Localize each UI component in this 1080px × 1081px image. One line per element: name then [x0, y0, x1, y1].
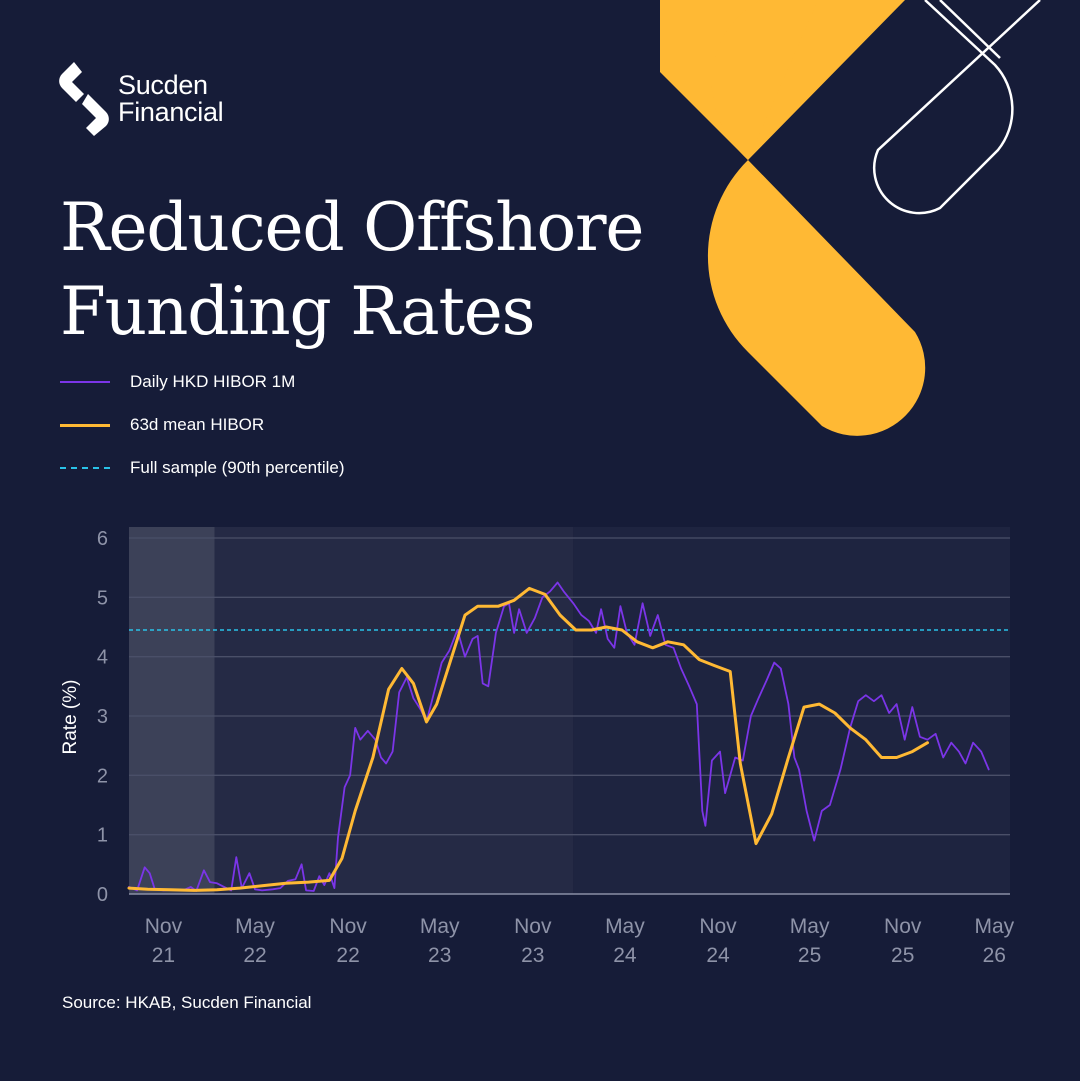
x-tick-label-year: 25 [891, 944, 914, 967]
legend-item-reference: Full sample (90th percentile) [60, 454, 344, 482]
legend-swatch-reference [60, 467, 110, 469]
y-tick-label: 1 [97, 825, 108, 847]
series-layer [127, 581, 990, 892]
y-tick-label: 5 [97, 587, 108, 609]
series-daily-hibor-line [128, 581, 990, 892]
x-tick-label-month: Nov [514, 915, 552, 938]
series-63d-mean-line [127, 586, 929, 892]
x-tick-label-month: May [420, 915, 460, 938]
brand-outline [872, 0, 1041, 215]
brand-name-line2: Financial [118, 97, 224, 127]
legend-item-daily: Daily HKD HIBOR 1M [60, 368, 344, 396]
shaded-period-0 [129, 527, 215, 894]
shaded-period-1 [214, 527, 574, 894]
x-tick-label-month: Nov [329, 915, 367, 938]
grid-lines [129, 537, 1010, 895]
brand-outline-top [939, 0, 1001, 59]
brand-shape-lower [707, 160, 926, 436]
y-tick-label: 0 [97, 884, 108, 906]
legend-swatch-mean [60, 423, 110, 427]
y-tick-labels: 0 1 2 3 4 5 6 [97, 528, 108, 906]
x-tick-labels: Nov 21 May 22 Nov 22 May 23 Nov 23 May 24 Nov 24 May 25… [145, 915, 1015, 967]
legend-item-mean: 63d mean HIBOR [60, 411, 344, 439]
shaded-period-2 [573, 527, 1010, 894]
y-tick-label: 2 [97, 765, 108, 787]
legend-label-mean: 63d mean HIBOR [130, 415, 265, 434]
brand-logo: Sucden Financial [58, 60, 224, 138]
y-tick-label: 4 [97, 647, 108, 669]
x-tick-label-year: 24 [706, 944, 730, 967]
page-title-line2: Funding Rates [60, 273, 536, 350]
x-tick-label-month: May [790, 915, 830, 938]
legend-swatch-daily [60, 381, 110, 383]
x-tick-label-month: Nov [699, 915, 737, 938]
x-tick-label-year: 24 [613, 944, 637, 967]
x-tick-label-month: May [235, 915, 275, 938]
x-tick-label-year: 22 [336, 944, 359, 967]
brand-logo-icon [59, 62, 109, 136]
brand-shape-upper-round [711, 0, 818, 160]
x-tick-label-month: Nov [884, 915, 922, 938]
y-tick-label: 3 [97, 706, 108, 728]
y-axis-label: Rate (%) [60, 680, 81, 755]
page-title-line1: Reduced Offshore [60, 189, 644, 266]
source-note: Source: HKAB, Sucden Financial [62, 993, 312, 1012]
brand-name-line1: Sucden [118, 70, 208, 100]
legend-label-daily: Daily HKD HIBOR 1M [130, 372, 296, 391]
brand-name: Sucden Financial [118, 70, 224, 127]
y-tick-label: 6 [97, 528, 108, 550]
x-tick-label-month: May [974, 915, 1014, 938]
x-tick-label-month: May [605, 915, 645, 938]
x-tick-label-year: 22 [243, 944, 266, 967]
x-tick-label-month: Nov [145, 915, 183, 938]
x-tick-label-year: 25 [798, 944, 821, 967]
page-title: Reduced Offshore Funding Rates [60, 186, 700, 354]
brand-graphic [660, 0, 1041, 436]
chart-legend: Daily HKD HIBOR 1M 63d mean HIBOR Full s… [60, 368, 344, 497]
x-tick-label-year: 23 [428, 944, 451, 967]
x-tick-label-year: 23 [521, 944, 544, 967]
legend-label-reference: Full sample (90th percentile) [130, 458, 345, 477]
x-tick-label-year: 26 [983, 944, 1006, 967]
shaded-periods [129, 527, 1010, 894]
x-tick-label-year: 21 [152, 944, 175, 967]
